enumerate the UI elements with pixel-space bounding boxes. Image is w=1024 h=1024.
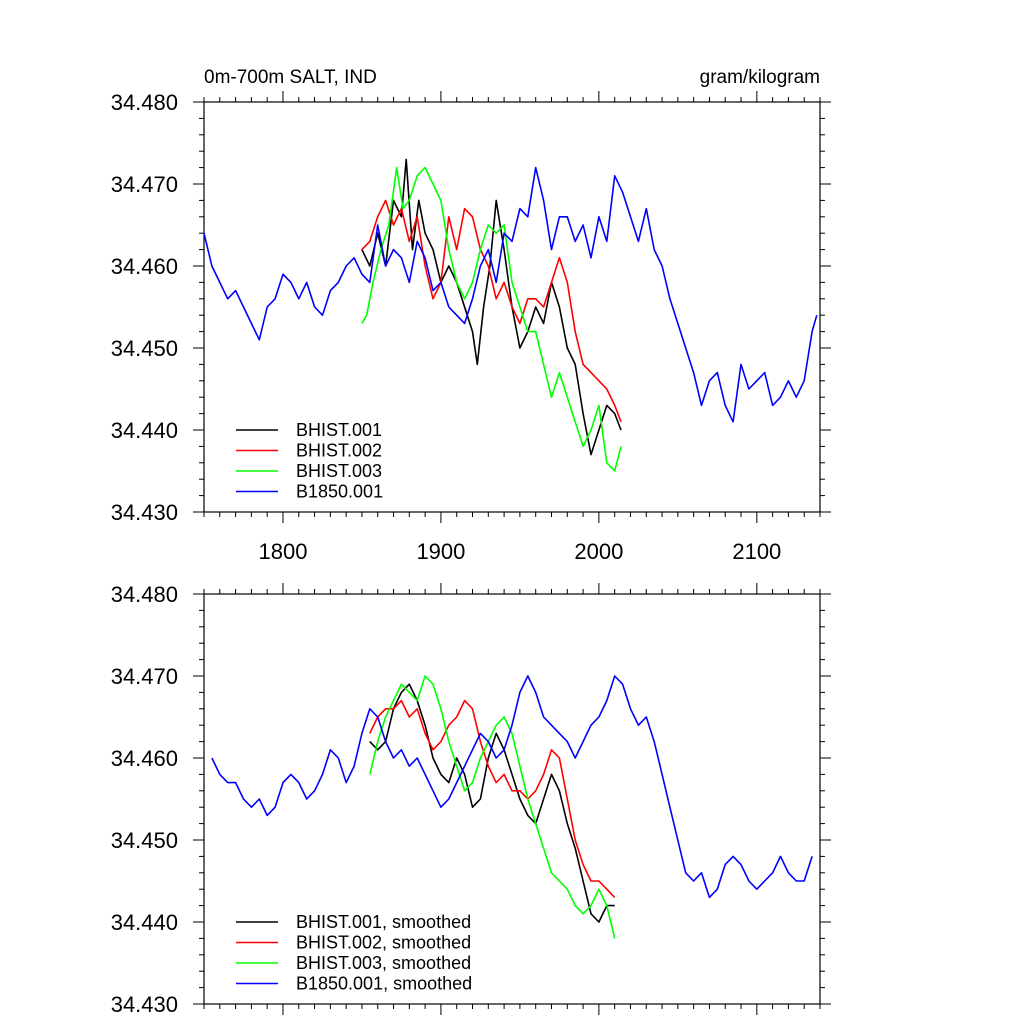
y-tick-label: 34.430 (111, 992, 178, 1017)
legend-label: B1850.001 (296, 482, 383, 502)
series-line-bhist-003 (361, 166, 622, 472)
panel-title-right: gram/kilogram (700, 67, 820, 88)
legend-label: BHIST.003 (296, 461, 382, 481)
series-line-b1850-001-smoothed (211, 675, 813, 899)
series-line-b1850-001 (203, 166, 818, 423)
x-tick-label: 2000 (574, 539, 623, 564)
legend-label: BHIST.002 (296, 441, 382, 461)
plot-frame (203, 593, 821, 1005)
x-tick-label: 1800 (258, 539, 307, 564)
y-tick-label: 34.450 (111, 828, 178, 853)
y-tick-label: 34.470 (111, 172, 178, 197)
y-tick-label: 34.450 (111, 336, 178, 361)
series-line-bhist-002 (361, 199, 622, 423)
plot-frame (203, 101, 821, 513)
top-panel: 0m-700m SALT, IND gram/kilogram 34.430 34… (111, 67, 831, 564)
y-tick-label: 34.460 (111, 254, 178, 279)
bottom-panel: 34.430 34.440 34.450 34.460 34.470 34.480 BHIS… (111, 582, 831, 1017)
legend-label: B1850.001, smoothed (296, 974, 472, 994)
y-tick-label: 34.430 (111, 500, 178, 525)
series-line-bhist-002-smoothed (369, 699, 616, 898)
x-tick-label: 2100 (732, 539, 781, 564)
legend-label: BHIST.003, smoothed (296, 953, 471, 973)
series-line-bhist-003-smoothed (369, 675, 616, 939)
series-line-bhist-001 (361, 158, 622, 456)
y-tick-label: 34.460 (111, 746, 178, 771)
panel-title-left: 0m-700m SALT, IND (204, 67, 377, 88)
y-tick-label: 34.440 (111, 418, 178, 443)
y-tick-label: 34.470 (111, 664, 178, 689)
x-tick-label: 1900 (416, 539, 465, 564)
series-line-bhist-001-smoothed (369, 683, 615, 923)
y-tick-label: 34.480 (111, 582, 178, 607)
legend-label: BHIST.001, smoothed (296, 912, 471, 932)
y-tick-label: 34.440 (111, 910, 178, 935)
y-tick-label: 34.480 (111, 90, 178, 115)
legend-label: BHIST.001 (296, 420, 382, 440)
legend-label: BHIST.002, smoothed (296, 933, 471, 953)
